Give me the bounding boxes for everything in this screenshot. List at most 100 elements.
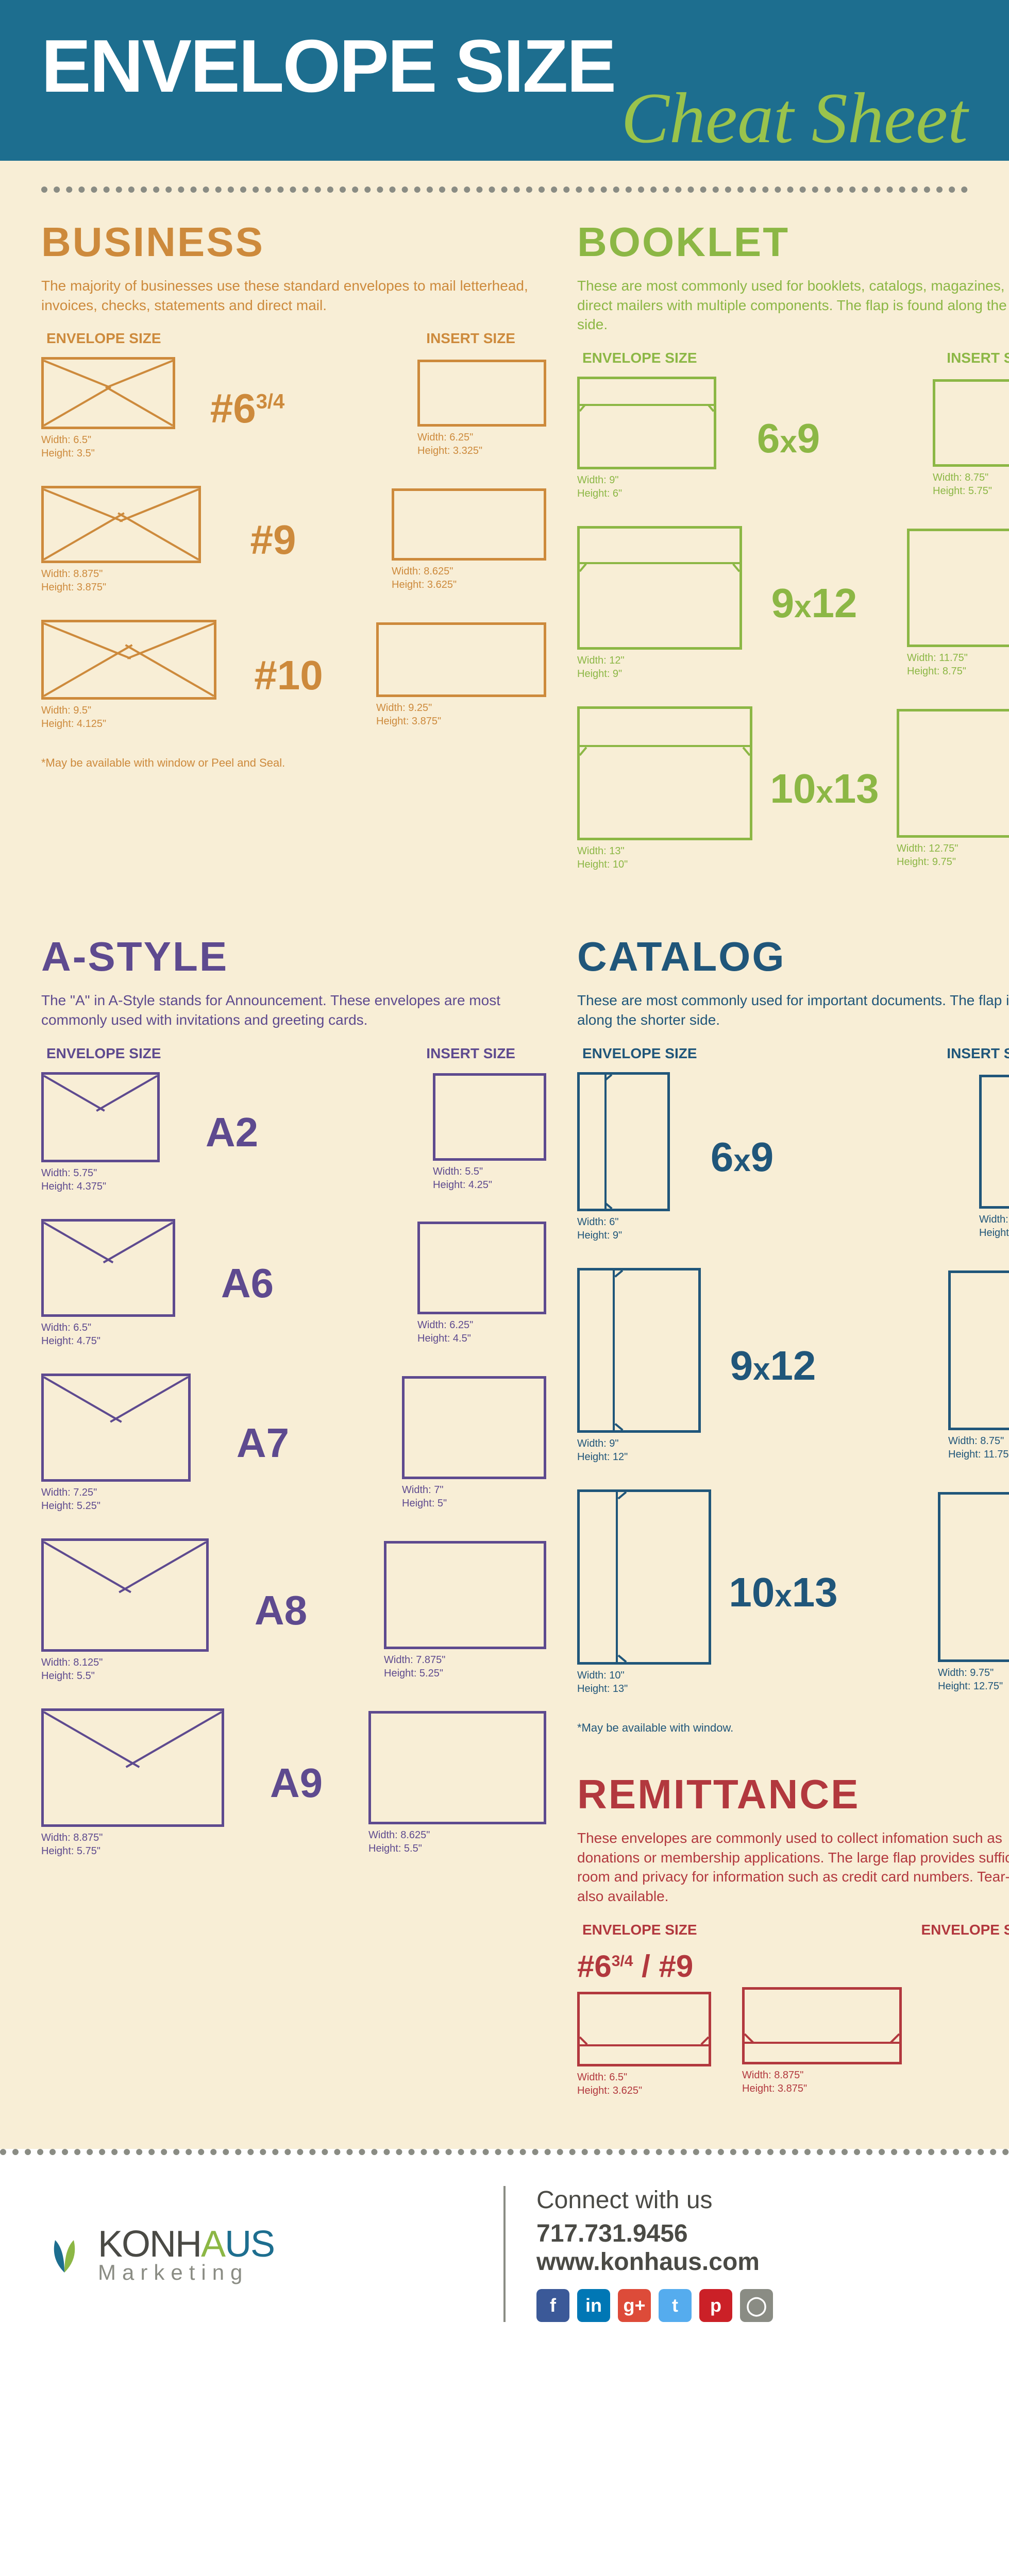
- size-label: 10x13: [727, 1569, 840, 1616]
- insert-icon: [368, 1711, 546, 1824]
- facebook-icon[interactable]: f: [536, 2289, 569, 2322]
- footer-logo-area: KONHAUS Marketing: [41, 2223, 473, 2285]
- envelope-dims: Width: 10"Height: 13": [577, 1669, 711, 1696]
- insert-icon: [417, 1222, 546, 1314]
- size-label: A8: [224, 1587, 338, 1634]
- size-row: Width: 9"Height: 12"9x12Width: 8.75"Heig…: [577, 1268, 1009, 1464]
- envelope-wrap: Width: 6.5"Height: 4.75": [41, 1219, 175, 1348]
- instagram-icon[interactable]: ◯: [740, 2289, 773, 2322]
- remittance-desc: These envelopes are commonly used to col…: [577, 1828, 1009, 1906]
- business-rows: Width: 6.5"Height: 3.5"#63/4Width: 6.25"…: [41, 357, 546, 731]
- logo-part-1: KONH: [98, 2224, 201, 2265]
- insert-dims: Width: 6.25"Height: 4.5": [417, 1318, 546, 1345]
- leaf-icon: [41, 2231, 88, 2277]
- insert-icon: [417, 360, 546, 427]
- envelope-dims: Width: 8.875"Height: 5.75": [41, 1831, 224, 1858]
- section-catalog: CATALOG These are most commonly used for…: [577, 933, 1009, 1735]
- logo-sub: Marketing: [98, 2260, 274, 2285]
- insert-icon: [938, 1492, 1009, 1662]
- envelope-icon: [41, 1219, 175, 1317]
- insert-dims: Width: 9.25"Height: 3.875": [376, 701, 546, 728]
- twitter-icon[interactable]: t: [659, 2289, 692, 2322]
- pinterest-icon[interactable]: p: [699, 2289, 732, 2322]
- size-row: Width: 8.875"Height: 5.75"A9Width: 8.625…: [41, 1708, 546, 1858]
- envelope-dims: Width: 8.875"Height: 3.875": [41, 567, 201, 594]
- insert-dims: Width: 6.25"Height: 3.325": [417, 431, 546, 457]
- envelope-dims: Width: 7.25"Height: 5.25": [41, 1486, 191, 1513]
- astyle-desc: The "A" in A-Style stands for Announceme…: [41, 991, 546, 1030]
- header: ENVELOPE SIZE Cheat Sheet: [0, 0, 1009, 161]
- insert-dims: Width: 8.625"Height: 3.625": [392, 565, 546, 591]
- business-desc: The majority of businesses use these sta…: [41, 276, 546, 315]
- booklet-rows: Width: 9"Height: 6"6x9Width: 8.75"Height…: [577, 377, 1009, 871]
- logo-part-3: US: [225, 2224, 274, 2265]
- envelope-icon: [577, 526, 742, 650]
- env-size-label: ENVELOPE SIZE: [582, 1045, 697, 1062]
- insert-wrap: Width: 12.75"Height: 9.75": [897, 709, 1009, 869]
- insert-dims: Width: 7.875"Height: 5.25": [384, 1653, 546, 1680]
- size-row: Width: 9.5"Height: 4.125"#10Width: 9.25"…: [41, 620, 546, 731]
- envelope-dims: Width: 9"Height: 6": [577, 473, 716, 500]
- envelope-icon: [577, 1992, 711, 2066]
- env-size-label: ENVELOPE SIZE: [46, 1045, 161, 1062]
- insert-size-label: INSERT SIZE: [947, 1045, 1009, 1062]
- insert-dims: Width: 8.75"Height: 11.75": [948, 1434, 1009, 1461]
- envelope-dims: Width: 9"Height: 12": [577, 1437, 701, 1464]
- size-label: A2: [175, 1109, 289, 1156]
- google-plus-icon[interactable]: g+: [618, 2289, 651, 2322]
- footer: KONHAUS Marketing Connect with us 717.73…: [0, 2149, 1009, 2353]
- envelope-wrap: Width: 10"Height: 13": [577, 1489, 711, 1696]
- insert-size-label: INSERT SIZE: [426, 330, 515, 347]
- catalog-note: *May be available with window.: [577, 1721, 1009, 1735]
- envelope-dims: Width: 8.125"Height: 5.5": [41, 1656, 209, 1683]
- size-label: 9x12: [758, 580, 871, 627]
- insert-size-label: INSERT SIZE: [426, 1045, 515, 1062]
- insert-dims: Width: 7"Height: 5": [402, 1483, 546, 1510]
- insert-wrap: Width: 8.625"Height: 3.625": [392, 488, 546, 591]
- booklet-col-headers: ENVELOPE SIZE INSERT SIZE: [577, 350, 1009, 366]
- insert-dims: Width: 12.75"Height: 9.75": [897, 842, 1009, 869]
- astyle-title: A-STYLE: [41, 933, 546, 980]
- envelope-wrap: Width: 12"Height: 9": [577, 526, 742, 681]
- insert-dims: Width: 11.75"Height: 8.75": [907, 651, 1009, 678]
- envelope-wrap: Width: 8.125"Height: 5.5": [41, 1538, 209, 1683]
- env-size-label: ENVELOPE SIZE: [921, 1922, 1009, 1938]
- size-label: A6: [191, 1260, 304, 1307]
- envelope-wrap: Width: 7.25"Height: 5.25": [41, 1374, 191, 1513]
- insert-wrap: Width: 11.75"Height: 8.75": [907, 529, 1009, 678]
- logo-part-2: A: [201, 2224, 225, 2265]
- size-label: 10x13: [768, 765, 881, 812]
- remittance-title: REMITTANCE: [577, 1771, 1009, 1818]
- size-row: Width: 10"Height: 13"10x13Width: 9.75"He…: [577, 1489, 1009, 1696]
- catalog-rows: Width: 6"Height: 9"6x9Width: 5.75"Height…: [577, 1072, 1009, 1696]
- envelope-wrap: Width: 13"Height: 10": [577, 706, 752, 871]
- envelope-icon: [577, 1072, 670, 1211]
- phone: 717.731.9456: [536, 2219, 968, 2248]
- size-row: Width: 13"Height: 10" 10x13 Width: 12.75"H…: [577, 706, 1009, 871]
- envelope-icon: [577, 1268, 701, 1433]
- envelope-wrap: Width: 9"Height: 12": [577, 1268, 701, 1464]
- catalog-col-headers: ENVELOPE SIZE INSERT SIZE: [577, 1045, 1009, 1062]
- env-size-label: ENVELOPE SIZE: [582, 1922, 697, 1938]
- insert-wrap: Width: 6.25"Height: 3.325": [417, 360, 546, 457]
- business-note: *May be available with window or Peel an…: [41, 756, 546, 770]
- insert-dims: Width: 5.75"Height: 8.75": [979, 1213, 1009, 1240]
- envelope-icon: [577, 1489, 711, 1665]
- linkedin-icon[interactable]: in: [577, 2289, 610, 2322]
- insert-dims: Width: 5.5"Height: 4.25": [433, 1165, 546, 1192]
- envelope-icon: [41, 1538, 209, 1652]
- insert-size-label: INSERT SIZE: [947, 350, 1009, 366]
- size-row: Width: 6.5"Height: 3.5"#63/4Width: 6.25"…: [41, 357, 546, 460]
- insert-wrap: Width: 5.5"Height: 4.25": [433, 1073, 546, 1192]
- insert-icon: [392, 488, 546, 561]
- size-row: Width: 7.25"Height: 5.25"A7Width: 7"Heig…: [41, 1374, 546, 1513]
- section-astyle: A-STYLE The "A" in A-Style stands for An…: [41, 933, 546, 2097]
- astyle-rows: Width: 5.75"Height: 4.375"A2Width: 5.5"H…: [41, 1072, 546, 1858]
- insert-wrap: Width: 8.75"Height: 11.75": [948, 1270, 1009, 1461]
- envelope-dims: Width: 13"Height: 10": [577, 844, 752, 871]
- size-label: A9: [240, 1759, 353, 1807]
- envelope-wrap: Width: 9"Height: 6": [577, 377, 716, 500]
- size-row: Width: 8.875"Height: 3.875"#9Width: 8.62…: [41, 486, 546, 594]
- insert-icon: [402, 1376, 546, 1479]
- envelope-dims: Width: 6.5"Height: 4.75": [41, 1321, 175, 1348]
